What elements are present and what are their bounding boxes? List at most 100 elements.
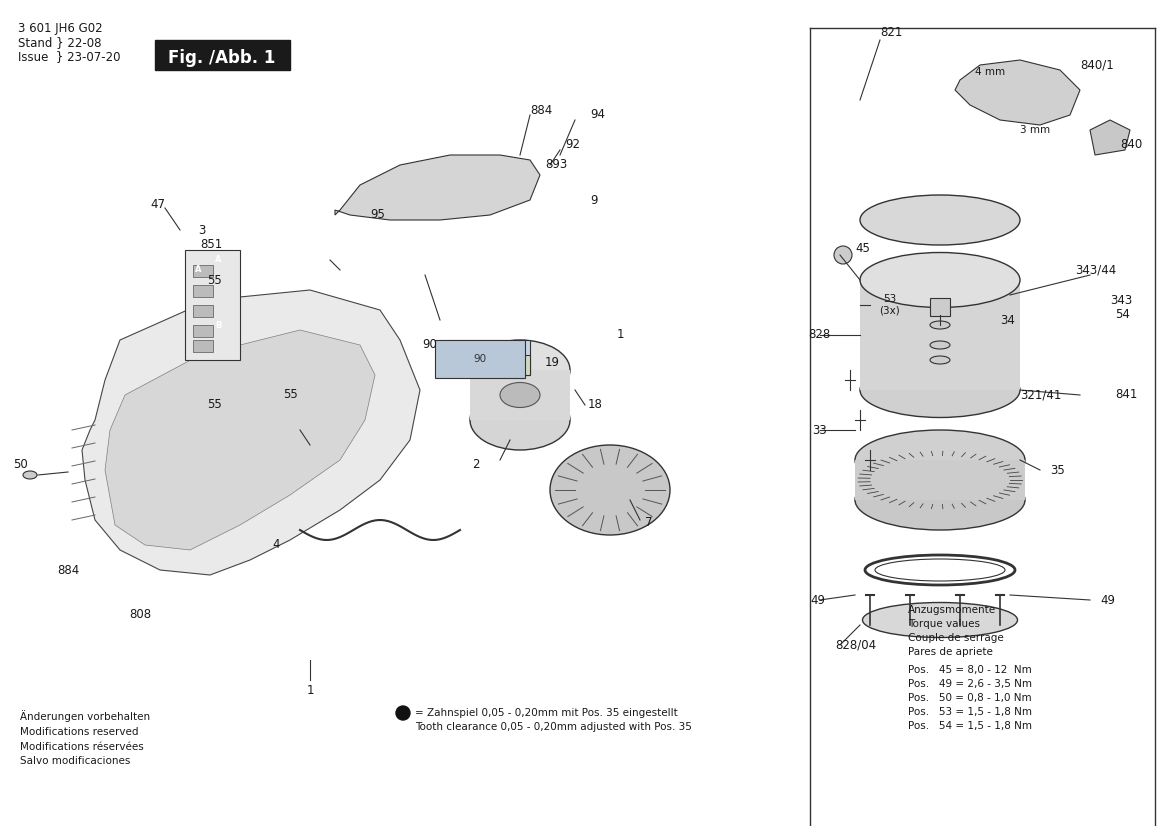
Ellipse shape: [860, 363, 1021, 417]
Text: 1: 1: [616, 329, 624, 341]
Ellipse shape: [466, 356, 473, 360]
Text: 4: 4: [272, 539, 281, 552]
Ellipse shape: [931, 341, 950, 349]
Text: Torque values: Torque values: [908, 619, 980, 629]
Text: 343/44: 343/44: [1075, 263, 1116, 277]
Text: 4 mm: 4 mm: [975, 67, 1005, 77]
Text: A: A: [215, 255, 221, 264]
Text: 9: 9: [590, 193, 597, 206]
Text: 7: 7: [645, 515, 652, 529]
Text: Anzugsmomente: Anzugsmomente: [908, 605, 996, 615]
Ellipse shape: [497, 356, 503, 360]
Polygon shape: [955, 60, 1080, 125]
Text: 1: 1: [306, 683, 313, 696]
Text: 884: 884: [530, 103, 552, 116]
Text: 828: 828: [808, 329, 830, 341]
Text: 841: 841: [1115, 388, 1137, 401]
Ellipse shape: [833, 246, 852, 264]
Text: Stand } 22-08: Stand } 22-08: [18, 36, 102, 49]
Polygon shape: [470, 370, 570, 420]
Text: 3 mm: 3 mm: [1021, 125, 1050, 135]
Text: 3: 3: [198, 224, 206, 236]
Text: Pos.   54 = 1,5 - 1,8 Nm: Pos. 54 = 1,5 - 1,8 Nm: [908, 721, 1032, 731]
Text: 92: 92: [565, 139, 580, 151]
Circle shape: [209, 316, 227, 334]
Text: 55: 55: [208, 273, 222, 287]
Polygon shape: [855, 460, 1025, 500]
Text: 53
(3x): 53 (3x): [879, 294, 900, 316]
Polygon shape: [860, 280, 1021, 390]
Ellipse shape: [860, 195, 1021, 245]
Ellipse shape: [470, 340, 570, 400]
Text: Pos.   53 = 1,5 - 1,8 Nm: Pos. 53 = 1,5 - 1,8 Nm: [908, 707, 1032, 717]
Text: 2: 2: [472, 458, 480, 472]
Text: 18: 18: [588, 398, 603, 411]
Text: 55: 55: [208, 398, 222, 411]
Ellipse shape: [482, 356, 487, 360]
Ellipse shape: [855, 430, 1025, 490]
Text: 34: 34: [999, 314, 1015, 326]
Text: 3 601 JH6 G02: 3 601 JH6 G02: [18, 22, 103, 35]
Circle shape: [209, 251, 227, 269]
Text: Pares de apriete: Pares de apriete: [908, 647, 992, 657]
Bar: [440, 340, 530, 375]
FancyBboxPatch shape: [155, 40, 290, 70]
Text: 851: 851: [200, 239, 222, 251]
Text: 49: 49: [810, 594, 825, 606]
Ellipse shape: [470, 390, 570, 450]
Bar: [435, 340, 525, 378]
Text: 50: 50: [13, 458, 27, 472]
Polygon shape: [105, 330, 375, 550]
Ellipse shape: [931, 321, 950, 329]
Text: 55: 55: [283, 388, 297, 401]
Ellipse shape: [860, 253, 1021, 307]
Text: 35: 35: [1050, 463, 1065, 477]
Polygon shape: [82, 290, 420, 575]
Text: Pos.   50 = 0,8 - 1,0 Nm: Pos. 50 = 0,8 - 1,0 Nm: [908, 693, 1031, 703]
Text: 95: 95: [371, 208, 385, 221]
Text: Änderungen vorbehalten
Modifications reserved
Modifications réservées
Salvo modi: Änderungen vorbehalten Modifications res…: [20, 710, 150, 767]
Text: A: A: [195, 265, 201, 274]
Text: B: B: [215, 320, 221, 330]
Text: 19: 19: [545, 357, 560, 369]
Circle shape: [396, 706, 410, 720]
Ellipse shape: [931, 356, 950, 364]
Text: 343: 343: [1111, 293, 1133, 306]
Ellipse shape: [512, 356, 518, 360]
Text: 90: 90: [473, 354, 486, 364]
Text: 54: 54: [1115, 308, 1130, 321]
Text: 893: 893: [545, 159, 567, 172]
Circle shape: [189, 261, 207, 279]
Text: 840/1: 840/1: [1080, 59, 1114, 72]
Text: 884: 884: [57, 563, 79, 577]
Bar: [185, 250, 240, 360]
Text: 90: 90: [422, 339, 437, 352]
Text: Issue  } 23-07-20: Issue } 23-07-20: [18, 50, 120, 63]
Text: 821: 821: [880, 26, 902, 40]
Text: 94: 94: [590, 108, 606, 121]
Ellipse shape: [855, 470, 1025, 530]
Bar: [193, 305, 213, 317]
Bar: [193, 340, 213, 352]
Text: 808: 808: [129, 609, 151, 621]
Polygon shape: [1090, 120, 1130, 155]
Text: 49: 49: [1100, 594, 1115, 606]
Text: 321/41: 321/41: [1021, 388, 1061, 401]
Text: Couple de serrage: Couple de serrage: [908, 633, 1004, 643]
Bar: [193, 325, 213, 337]
Text: 47: 47: [150, 198, 165, 211]
Text: 33: 33: [812, 424, 826, 436]
Ellipse shape: [549, 445, 670, 535]
Text: Fig. /Abb. 1: Fig. /Abb. 1: [168, 49, 276, 67]
Ellipse shape: [23, 471, 37, 479]
Bar: [494, 355, 530, 375]
Text: 45: 45: [855, 241, 870, 254]
Ellipse shape: [863, 602, 1017, 638]
Text: 828/04: 828/04: [835, 638, 876, 652]
Polygon shape: [336, 155, 540, 220]
Text: Tooth clearance 0,05 - 0,20mm adjusted with Pos. 35: Tooth clearance 0,05 - 0,20mm adjusted w…: [415, 722, 692, 732]
Text: = Zahnspiel 0,05 - 0,20mm mit Pos. 35 eingestellt: = Zahnspiel 0,05 - 0,20mm mit Pos. 35 ei…: [415, 708, 678, 718]
Bar: [193, 285, 213, 297]
Ellipse shape: [500, 382, 540, 407]
Text: Pos.   49 = 2,6 - 3,5 Nm: Pos. 49 = 2,6 - 3,5 Nm: [908, 679, 1032, 689]
